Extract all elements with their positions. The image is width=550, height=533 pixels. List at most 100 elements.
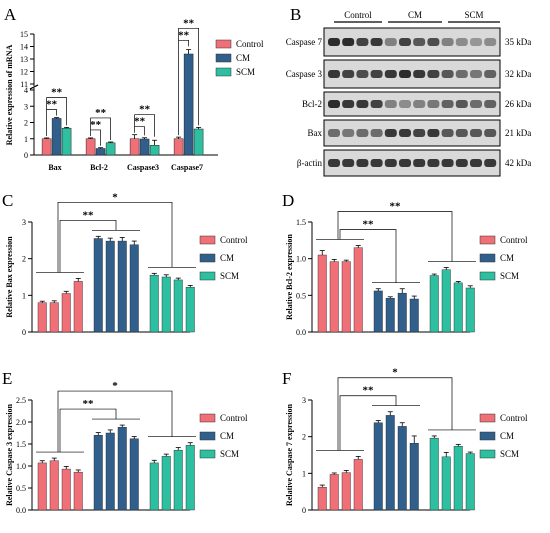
panel-d-bar	[453, 282, 463, 333]
panel-b-size-label: 32 kDa	[505, 69, 531, 79]
panel-d-bar	[385, 298, 395, 333]
panel-b-band	[328, 129, 340, 137]
panel-a-y-label: Relative expression of mRNA	[5, 45, 14, 146]
panel-b-band	[384, 129, 397, 137]
panel-d-legend-swatch-1	[479, 253, 496, 263]
panel-e-y-tick-label-1: 0.5	[16, 484, 26, 493]
panel-b-band	[342, 100, 355, 108]
panel-b-band	[413, 129, 426, 137]
panel-e-legend-swatch-0	[199, 413, 216, 423]
panel-e-legend-swatch-1	[199, 431, 216, 441]
panel-a-y-tick-label-1: 1	[24, 135, 28, 144]
panel-c-legend-swatch-2	[199, 271, 216, 281]
panel-f-legend-label-1: CM	[500, 431, 514, 441]
panel-d-bar	[353, 247, 363, 333]
panel-b-band	[356, 159, 369, 167]
panel-d-bar	[317, 254, 327, 333]
panel-b-band	[484, 129, 497, 137]
panel-b-band	[384, 159, 397, 167]
panel-a-sig-bracket	[46, 97, 67, 126]
panel-b-band	[328, 159, 340, 167]
panel-c-legend-label-2: SCM	[220, 271, 239, 281]
panel-b-band	[413, 38, 426, 46]
panel-d-legend-label-1: CM	[500, 253, 514, 263]
panel-e-legend-label-1: CM	[220, 431, 234, 441]
panel-c-bar	[185, 287, 195, 333]
panel-f-y-tick-label-1: 1	[302, 469, 306, 478]
panel-d-y-tick-label-1: 0.5	[296, 291, 306, 300]
panel-b-band	[470, 100, 482, 108]
panel-b-size-label: 26 kDa	[505, 99, 531, 109]
panel-b-band	[455, 100, 468, 108]
panel-a-sig-mark: **	[95, 107, 107, 119]
panel-b-band	[370, 129, 383, 137]
panel-e-bar	[173, 449, 183, 511]
panel-b-band	[427, 129, 440, 137]
panel-d-y-label: Relative Bcl-2 expression	[285, 234, 294, 320]
panel-a-y-tick-label-0: 0	[24, 151, 28, 160]
panel-e-bar	[105, 432, 115, 511]
panel-b-size-label: 21 kDa	[505, 128, 531, 138]
panel-c-legend-label-0: Control	[220, 235, 248, 245]
panel-b-band	[356, 70, 369, 78]
panel-b-band	[427, 159, 440, 167]
panel-f-y-label: Relative Caspase 7 expression	[285, 404, 294, 506]
panel-b-band	[427, 70, 440, 78]
panel-f-sig-bracket	[337, 377, 453, 451]
panel-a-sig-bracket	[134, 114, 155, 137]
panel-a-x-tick-label-0: Bax	[48, 163, 61, 172]
panel-b-band	[328, 100, 340, 108]
panel-a-bar	[61, 127, 72, 156]
panel-b-band	[441, 129, 454, 137]
panel-a-bar	[41, 138, 52, 156]
panel-a-bar	[139, 138, 150, 156]
panel-f-y-tick-label-3: 3	[302, 396, 306, 405]
panel-a-bar	[193, 128, 204, 156]
panel-e-bar	[185, 445, 195, 511]
panel-f-bar	[373, 422, 383, 511]
panel-a-y-tick-label-6: 12	[20, 68, 28, 77]
panel-f-bar	[409, 443, 419, 511]
panel-a-y-tick-label-9: 15	[20, 30, 28, 39]
panel-f-legend-label-2: SCM	[500, 449, 519, 459]
panel-e-y-tick-label-2: 1.0	[16, 462, 26, 471]
panel-f-bar	[441, 456, 451, 511]
panel-b-band	[427, 100, 440, 108]
panel-c-bar	[117, 240, 127, 333]
panel-c-sig-bracket	[59, 219, 117, 273]
panel-b-band	[484, 100, 497, 108]
panel-b-band	[470, 70, 482, 78]
panel-a-sig-bracket	[178, 27, 199, 126]
panel-a-sig-mark: **	[178, 29, 190, 41]
panel-b-protein-label: Caspase 7	[286, 37, 323, 47]
panel-e-sig-bracket	[57, 390, 173, 453]
panel-b-band	[455, 129, 468, 137]
panel-b-band	[441, 100, 454, 108]
panel-b-band	[413, 70, 426, 78]
panel-a-bar	[51, 118, 62, 156]
panel-d-bar	[429, 275, 439, 333]
panel-e-bar	[129, 438, 139, 511]
panel-d-sig-bracket	[339, 229, 397, 283]
panel-e-sig-mark: *	[112, 380, 118, 392]
panel-b-group-label: Control	[344, 10, 372, 20]
panel-b-band	[399, 129, 411, 137]
panel-b-group-label: CM	[408, 10, 422, 20]
panel-b-band	[370, 100, 383, 108]
panel-d-bar	[441, 269, 451, 333]
panel-a-bar	[183, 53, 194, 156]
panel-d-sig-mark: **	[363, 218, 375, 230]
panel-b-panel-letter: B	[290, 5, 301, 24]
panel-a-y-tick-label-7: 13	[20, 55, 28, 64]
panel-a-x-tick-label-3: Caspase7	[171, 163, 203, 172]
panel-d-bar	[465, 287, 475, 333]
panel-a-bar	[105, 142, 116, 156]
panel-a-panel-letter: A	[4, 5, 17, 24]
panel-a-bar	[129, 138, 140, 156]
panel-e-bar	[117, 427, 127, 511]
panel-b-band	[370, 38, 383, 46]
